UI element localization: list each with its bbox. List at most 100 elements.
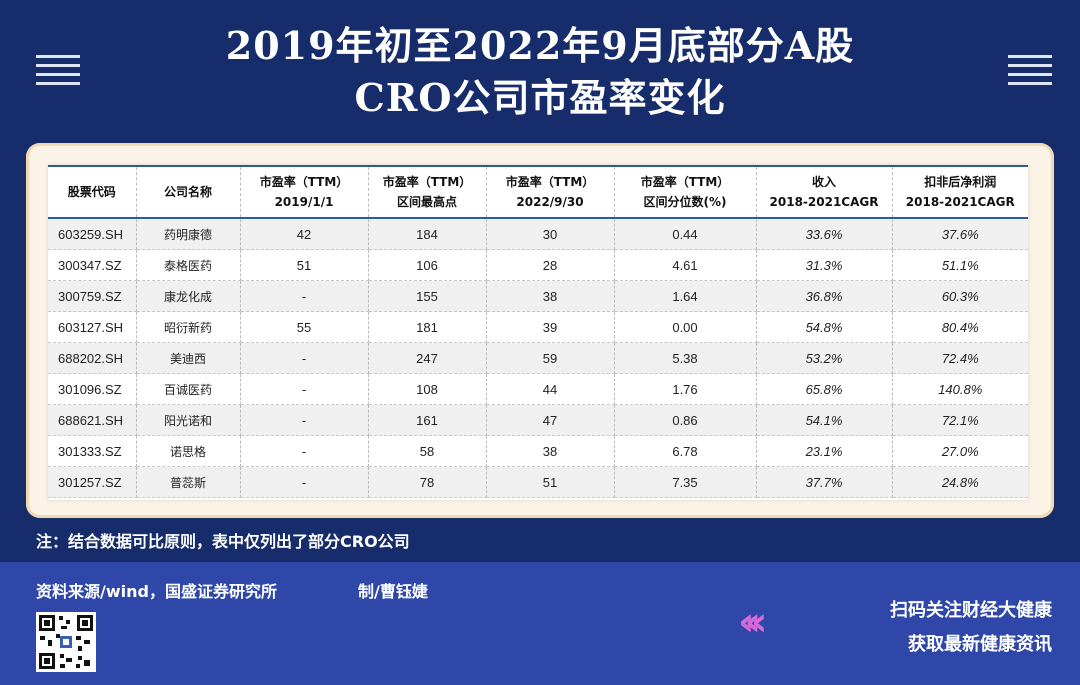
column-header: 市盈率（TTM） 2019/1/1 bbox=[240, 165, 369, 219]
pe-2022-cell: 51 bbox=[486, 466, 615, 498]
company-name-cell: 百诚医药 bbox=[136, 373, 241, 405]
pe-ratio-table: 股票代码 公司名称 市盈率（TTM） 2019/1/1 市盈率（TTM） 区间最高点 市盈率… bbox=[48, 165, 1028, 498]
table-row: 301257.SZ 普蕊斯 -78 51 7.35 37.7% 24.8% bbox=[48, 466, 1028, 498]
pe-2022-cell: 30 bbox=[486, 218, 615, 250]
menu-icon[interactable] bbox=[1008, 55, 1052, 91]
column-header-line1: 公司名称 bbox=[163, 185, 212, 199]
stock-code-cell: 688202.SH bbox=[48, 342, 137, 374]
pe-high-cell: 78 bbox=[368, 466, 487, 498]
revenue-cagr-cell: 31.3% bbox=[756, 249, 893, 281]
pe-percentile-cell: 1.76 bbox=[614, 373, 757, 405]
company-name-cell: 昭衍新药 bbox=[136, 311, 241, 343]
net-profit-cagr-cell: 72.1% bbox=[892, 404, 1028, 436]
column-header-line2: 2018-2021CAGR bbox=[769, 195, 879, 209]
net-profit-cagr-cell: 51.1% bbox=[892, 249, 1028, 281]
pe-2019-cell: - bbox=[240, 466, 369, 498]
table-sheet: 股票代码 公司名称 市盈率（TTM） 2019/1/1 市盈率（TTM） 区间最高点 市盈率… bbox=[48, 165, 1028, 500]
footnote: 注：结合数据可比原则，表中仅列出了部分CRO公司 bbox=[36, 532, 410, 551]
pe-2019-cell: 51 bbox=[240, 249, 369, 281]
pe-high-cell: 108 bbox=[368, 373, 487, 405]
pe-percentile-cell: 0.00 bbox=[614, 311, 757, 343]
column-header-line2: 区间最高点 bbox=[396, 195, 457, 209]
net-profit-cagr-cell: 27.0% bbox=[892, 435, 1028, 467]
revenue-cagr-cell: 65.8% bbox=[756, 373, 893, 405]
pe-percentile-cell: 6.78 bbox=[614, 435, 757, 467]
pe-percentile-cell: 5.38 bbox=[614, 342, 757, 374]
column-header: 市盈率（TTM） 区间最高点 bbox=[368, 165, 487, 219]
table-row: 300347.SZ 泰格医药 51 106 28 4.61 31.3% 51.1% bbox=[48, 249, 1028, 281]
company-name-cell: 泰格医药 bbox=[136, 249, 241, 281]
column-header-line1: 市盈率（TTM） bbox=[259, 175, 349, 189]
pe-high-cell: 161 bbox=[368, 404, 487, 436]
footer-band bbox=[0, 562, 1080, 685]
company-name-cell: 普蕊斯 bbox=[136, 466, 241, 498]
pe-2022-cell: 59 bbox=[486, 342, 615, 374]
pe-high-cell: 184 bbox=[368, 218, 487, 250]
column-header-line1: 市盈率（TTM） bbox=[382, 175, 472, 189]
column-header-line1: 扣非后净利润 bbox=[924, 175, 997, 189]
table-row: 688621.SH 阳光诺和 -161 47 0.86 54.1% 72.1% bbox=[48, 404, 1028, 436]
revenue-cagr-cell: 54.1% bbox=[756, 404, 893, 436]
company-name-cell: 康龙化成 bbox=[136, 280, 241, 312]
pe-percentile-cell: 0.44 bbox=[614, 218, 757, 250]
pe-2019-cell: - bbox=[240, 373, 369, 405]
column-header-line2: 2019/1/1 bbox=[274, 195, 334, 209]
pe-high-cell: 58 bbox=[368, 435, 487, 467]
pe-percentile-cell: 7.35 bbox=[614, 466, 757, 498]
net-profit-cagr-cell: 140.8% bbox=[892, 373, 1028, 405]
company-name-cell: 诺思格 bbox=[136, 435, 241, 467]
company-name-cell: 药明康德 bbox=[136, 218, 241, 250]
column-header-line1: 市盈率（TTM） bbox=[505, 175, 595, 189]
pe-high-cell: 247 bbox=[368, 342, 487, 374]
pe-high-cell: 155 bbox=[368, 280, 487, 312]
revenue-cagr-cell: 36.8% bbox=[756, 280, 893, 312]
pe-2022-cell: 44 bbox=[486, 373, 615, 405]
pe-2022-cell: 38 bbox=[486, 280, 615, 312]
pe-percentile-cell: 0.86 bbox=[614, 404, 757, 436]
stock-code-cell: 688621.SH bbox=[48, 404, 137, 436]
column-header: 市盈率（TTM） 区间分位数(%) bbox=[614, 165, 757, 219]
column-header: 扣非后净利润 2018-2021CAGR bbox=[892, 165, 1028, 219]
column-header: 股票代码 bbox=[48, 165, 137, 219]
qr-code-icon[interactable] bbox=[36, 612, 96, 672]
table-row: 603127.SH 昭衍新药 55 181 39 0.00 54.8% 80.4% bbox=[48, 311, 1028, 343]
company-name-cell: 阳光诺和 bbox=[136, 404, 241, 436]
net-profit-cagr-cell: 60.3% bbox=[892, 280, 1028, 312]
net-profit-cagr-cell: 72.4% bbox=[892, 342, 1028, 374]
promo-line-2: 获取最新健康资讯 bbox=[908, 634, 1052, 655]
pe-2022-cell: 47 bbox=[486, 404, 615, 436]
pe-2019-cell: 55 bbox=[240, 311, 369, 343]
table-row: 301096.SZ 百诚医药 -108 44 1.76 65.8% 140.8% bbox=[48, 373, 1028, 405]
pe-2019-cell: - bbox=[240, 280, 369, 312]
stock-code-cell: 301096.SZ bbox=[48, 373, 137, 405]
pe-2019-cell: - bbox=[240, 342, 369, 374]
pe-2022-cell: 28 bbox=[486, 249, 615, 281]
title-line-2: CRO公司市盈率变化 bbox=[354, 75, 726, 120]
column-header: 公司名称 bbox=[136, 165, 241, 219]
stock-code-cell: 301333.SZ bbox=[48, 435, 137, 467]
company-name-cell: 美迪西 bbox=[136, 342, 241, 374]
net-profit-cagr-cell: 37.6% bbox=[892, 218, 1028, 250]
revenue-cagr-cell: 53.2% bbox=[756, 342, 893, 374]
column-header-line2: 2018-2021CAGR bbox=[905, 195, 1015, 209]
chevrons-left-icon: ‹‹‹ bbox=[738, 599, 768, 645]
revenue-cagr-cell: 54.8% bbox=[756, 311, 893, 343]
source-text: 资料来源/wind，国盛证券研究所 bbox=[36, 582, 277, 601]
table-row: 688202.SH 美迪西 -247 59 5.38 53.2% 72.4% bbox=[48, 342, 1028, 374]
column-header-line1: 股票代码 bbox=[67, 185, 116, 199]
revenue-cagr-cell: 37.7% bbox=[756, 466, 893, 498]
revenue-cagr-cell: 33.6% bbox=[756, 218, 893, 250]
column-header: 市盈率（TTM） 2022/9/30 bbox=[486, 165, 615, 219]
stock-code-cell: 300759.SZ bbox=[48, 280, 137, 312]
column-header-line2: 2022/9/30 bbox=[516, 195, 584, 209]
maker-text: 制/曹钰婕 bbox=[358, 582, 428, 601]
net-profit-cagr-cell: 24.8% bbox=[892, 466, 1028, 498]
stock-code-cell: 300347.SZ bbox=[48, 249, 137, 281]
stock-code-cell: 603127.SH bbox=[48, 311, 137, 343]
table-body: 603259.SH 药明康德 42 184 30 0.44 33.6% 37.6% 300347… bbox=[48, 218, 1028, 498]
menu-icon[interactable] bbox=[36, 55, 80, 91]
title-line-1: 2019年初至2022年9月底部分A股 bbox=[225, 23, 855, 68]
column-header-line2: 区间分位数(%) bbox=[643, 195, 727, 209]
promo-line-1: 扫码关注财经大健康 bbox=[890, 600, 1052, 621]
pe-2019-cell: - bbox=[240, 435, 369, 467]
